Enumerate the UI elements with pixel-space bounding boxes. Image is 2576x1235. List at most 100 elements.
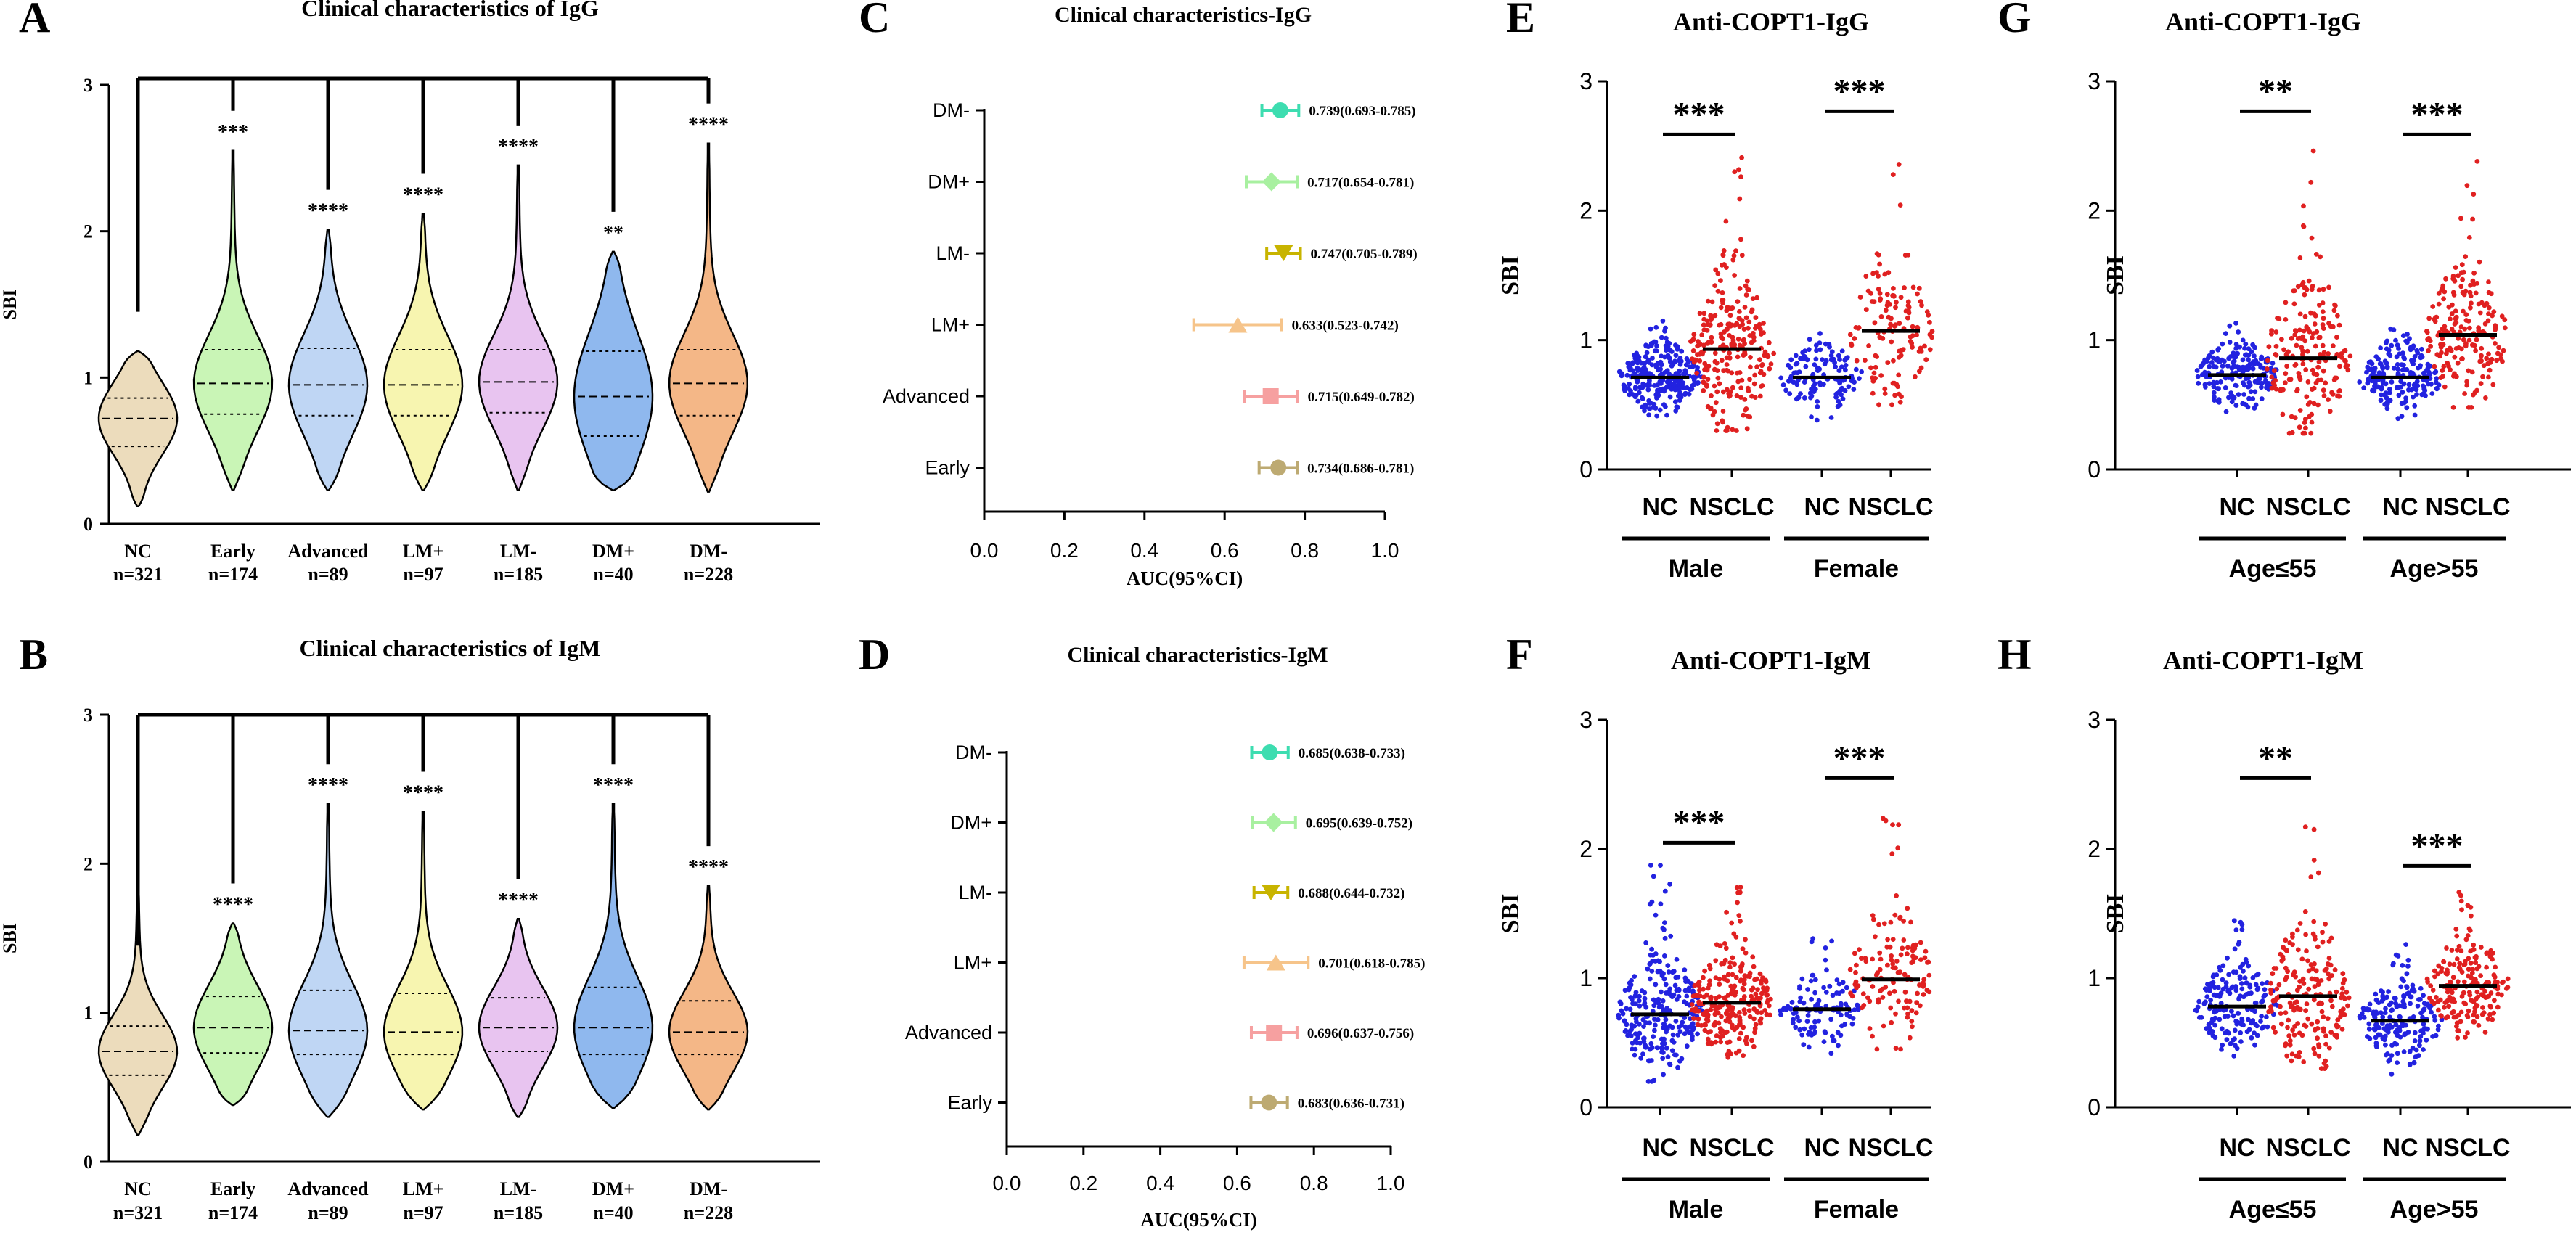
data-point [1897, 321, 1902, 326]
data-point [2302, 420, 2307, 425]
chart-title: Clinical characteristics of IgM [300, 635, 601, 661]
data-point [1706, 962, 1712, 968]
data-point [1624, 1022, 1630, 1027]
data-point [2306, 986, 2312, 992]
data-point [2467, 290, 2473, 295]
data-point [2474, 989, 2480, 995]
data-point [2246, 991, 2252, 996]
data-point [1847, 967, 1853, 972]
data-point [2391, 365, 2397, 371]
data-point [1729, 370, 1735, 376]
data-point [2312, 1051, 2318, 1056]
data-point [1889, 957, 1894, 963]
data-point [1837, 357, 1842, 362]
data-point [1751, 338, 1757, 344]
data-point [2283, 1041, 2289, 1046]
data-point [2334, 335, 2339, 340]
data-point [2408, 345, 2413, 350]
data-point [1727, 333, 1733, 338]
data-point [2478, 381, 2484, 386]
data-point [2297, 408, 2303, 413]
data-point [1789, 999, 1795, 1005]
data-point [1885, 962, 1890, 968]
data-point [1878, 373, 1884, 378]
data-point [1647, 976, 1653, 982]
sample-size-label: n=228 [684, 1202, 733, 1223]
data-point [2262, 987, 2268, 993]
data-point [2426, 316, 2432, 321]
data-point [2316, 1042, 2321, 1048]
data-point [1756, 324, 1762, 329]
data-point [1741, 1007, 1747, 1012]
data-point [1905, 1005, 1910, 1011]
data-point [1674, 956, 1680, 962]
data-point [1709, 335, 1714, 340]
data-point [1674, 997, 1680, 1002]
data-point [2482, 988, 2488, 994]
data-point [2224, 1037, 2230, 1043]
data-point [1682, 372, 1688, 377]
data-point [2220, 341, 2225, 347]
data-point [1714, 421, 1720, 427]
data-point [2289, 335, 2294, 341]
data-point [1733, 248, 1738, 254]
data-point [2471, 942, 2477, 948]
x-tick-label: 0.2 [1050, 539, 1079, 562]
data-point [2281, 945, 2286, 951]
data-point [2384, 406, 2390, 411]
violin-dm- [668, 142, 749, 493]
data-point [1701, 994, 1706, 1000]
data-point [2434, 376, 2440, 381]
data-point [1830, 993, 1836, 998]
data-point [1638, 360, 1644, 366]
data-point [2413, 387, 2419, 393]
data-point [2474, 159, 2480, 164]
data-point [1814, 417, 1820, 423]
data-point [1880, 336, 1886, 341]
data-point [2438, 1013, 2444, 1019]
data-point [1675, 1032, 1681, 1038]
data-point [2332, 302, 2337, 308]
data-point [2231, 395, 2237, 401]
data-point [2315, 402, 2321, 408]
data-point [1667, 340, 1672, 346]
data-point [1635, 360, 1640, 366]
data-point [1658, 863, 1663, 868]
data-point [2302, 338, 2308, 344]
data-point [1633, 990, 1639, 995]
data-point [2301, 203, 2306, 209]
data-point [2211, 384, 2217, 390]
data-point [1849, 341, 1854, 347]
data-point [1751, 1043, 1757, 1049]
data-point [1643, 1044, 1649, 1049]
data-point [2315, 377, 2321, 383]
data-point [1720, 298, 1726, 303]
x-tick-label: 0.6 [1211, 539, 1239, 562]
data-point [1653, 392, 1659, 398]
data-point [1729, 341, 1735, 347]
data-point [2342, 358, 2347, 364]
data-point [2310, 966, 2315, 972]
data-point [2198, 364, 2204, 369]
data-point [1653, 406, 1659, 411]
data-point [1881, 1023, 1886, 1029]
data-point [2340, 971, 2346, 977]
data-point [1754, 364, 1760, 370]
data-point [1891, 358, 1896, 364]
data-point [2471, 192, 2477, 197]
data-point [1902, 972, 1908, 977]
data-point [1720, 253, 1726, 258]
data-point [2426, 348, 2432, 353]
data-point [1646, 360, 1652, 365]
data-point [2243, 341, 2249, 347]
data-point [2443, 276, 2448, 282]
data-point [2383, 381, 2389, 387]
data-point [2326, 976, 2332, 982]
significance-label: **** [688, 114, 729, 136]
data-point [2470, 216, 2476, 222]
data-point [1675, 1064, 1680, 1070]
data-point [1738, 964, 1743, 969]
data-point [2292, 1000, 2298, 1005]
data-point [2378, 398, 2384, 403]
